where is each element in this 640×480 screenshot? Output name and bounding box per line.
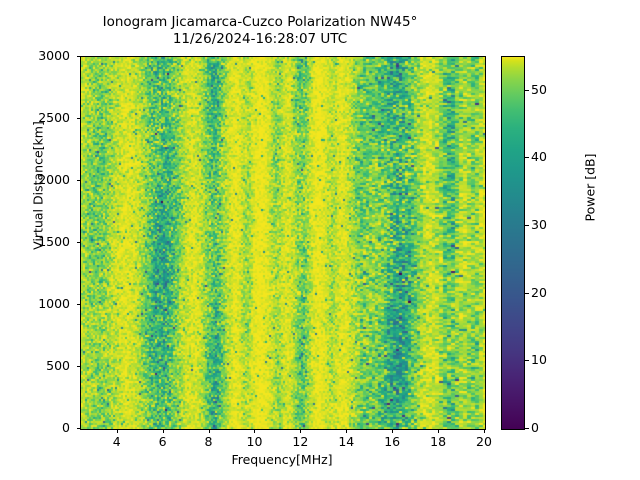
ionogram-heatmap <box>81 57 485 429</box>
x-tick-mark <box>392 429 394 433</box>
x-tick-mark <box>208 429 210 433</box>
colorbar-tick-label: 30 <box>531 217 547 233</box>
x-tick-mark <box>484 429 485 433</box>
x-tick-label: 12 <box>292 434 309 449</box>
y-tick-mark <box>76 242 80 243</box>
y-tick-label: 1000 <box>38 296 70 311</box>
colorbar-tick-mark <box>525 89 529 91</box>
colorbar-tick-label: 50 <box>531 81 547 97</box>
x-tick-label: 4 <box>112 434 121 449</box>
colorbar-tick-mark <box>525 292 529 294</box>
x-tick-mark <box>162 429 164 433</box>
colorbar-label: Power [dB] <box>582 153 598 222</box>
y-tick-mark <box>76 118 80 119</box>
colorbar-tick-mark <box>525 225 529 227</box>
y-tick-label: 1500 <box>38 234 70 249</box>
colorbar-tick-label: 40 <box>531 149 547 165</box>
y-tick-label: 3000 <box>38 48 70 63</box>
x-tick-label: 16 <box>384 434 401 449</box>
colorbar-tick-mark <box>525 157 529 159</box>
x-tick-mark <box>346 429 348 433</box>
x-tick-mark <box>300 429 302 433</box>
x-tick-label: 14 <box>338 434 355 449</box>
y-axis-label: Virtual Distance[km] <box>30 121 46 250</box>
y-tick-label: 2000 <box>38 172 70 187</box>
x-tick-label: 20 <box>476 434 492 449</box>
y-tick-mark <box>76 180 80 181</box>
x-tick-label: 6 <box>158 434 167 449</box>
x-axis-label: Frequency[MHz] <box>231 452 333 467</box>
y-tick-label: 2500 <box>38 110 70 125</box>
title-line-1: Ionogram Jicamarca-Cuzco Polarization NW… <box>102 14 418 30</box>
y-tick-mark <box>76 304 80 305</box>
colorbar-tick-mark <box>525 428 529 429</box>
x-tick-mark <box>254 429 256 433</box>
y-tick-mark <box>76 56 80 57</box>
colorbar <box>501 56 525 430</box>
colorbar-tick-label: 20 <box>531 284 547 300</box>
title-line-2: 11/26/2024-16:28:07 UTC <box>172 31 348 47</box>
x-tick-label: 18 <box>430 434 447 449</box>
x-tick-mark <box>438 429 440 433</box>
y-tick-mark <box>76 428 80 429</box>
x-tick-label: 10 <box>246 434 263 449</box>
x-tick-mark <box>116 429 118 433</box>
plot-area <box>80 56 486 430</box>
y-tick-label: 0 <box>62 420 70 435</box>
x-tick-label: 8 <box>204 434 213 449</box>
colorbar-tick-label: 0 <box>531 420 539 435</box>
y-tick-label: 500 <box>46 358 70 373</box>
colorbar-tick-label: 10 <box>531 352 547 368</box>
colorbar-tick-mark <box>525 360 529 362</box>
figure-title: Ionogram Jicamarca-Cuzco Polarization NW… <box>0 14 520 48</box>
y-tick-mark <box>76 366 80 367</box>
